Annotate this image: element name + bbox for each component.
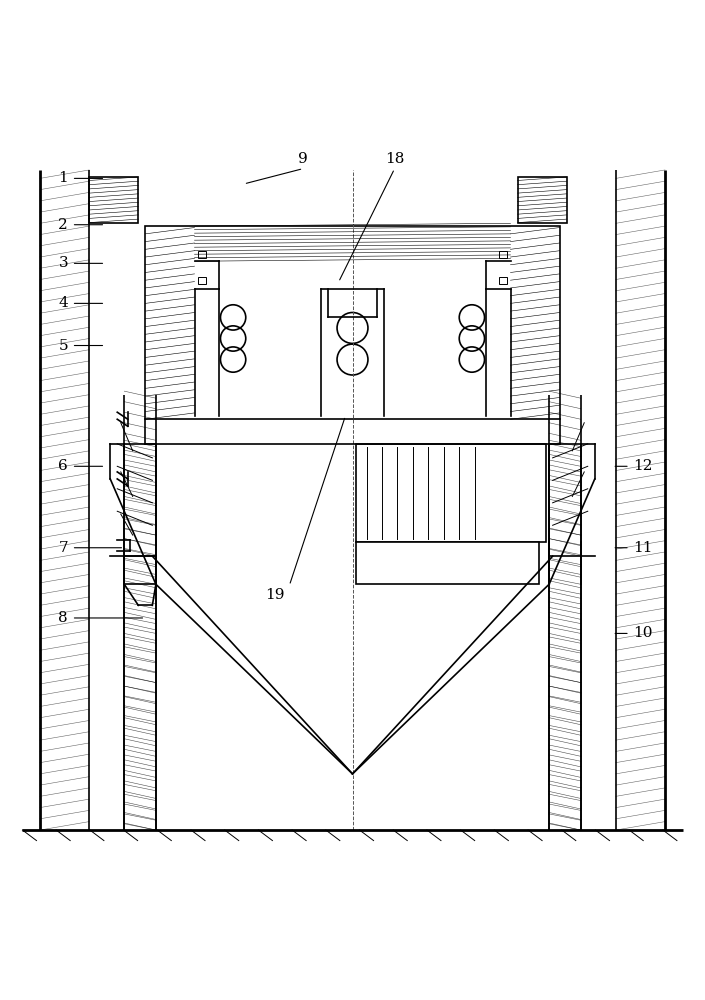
Text: 19: 19 [266,588,285,602]
Text: 4: 4 [59,296,68,310]
Text: 9: 9 [298,152,308,166]
Bar [198,251,207,258]
Text: 2: 2 [59,218,68,232]
Bar [356,444,546,542]
Bar [498,251,507,258]
Text: 10: 10 [633,626,653,640]
Text: 7: 7 [59,541,68,555]
Text: 12: 12 [633,459,653,473]
Text: 11: 11 [633,541,653,555]
Bar [517,177,567,223]
Text: 6: 6 [59,459,68,473]
Text: 5: 5 [59,339,68,353]
Text: 8: 8 [59,611,68,625]
Bar [198,277,207,284]
Bar [498,277,507,284]
Bar [89,177,138,223]
Bar [145,226,560,419]
Bar [356,542,539,584]
Text: 3: 3 [59,256,68,270]
Text: 18: 18 [385,152,405,166]
Text: 1: 1 [59,171,68,185]
